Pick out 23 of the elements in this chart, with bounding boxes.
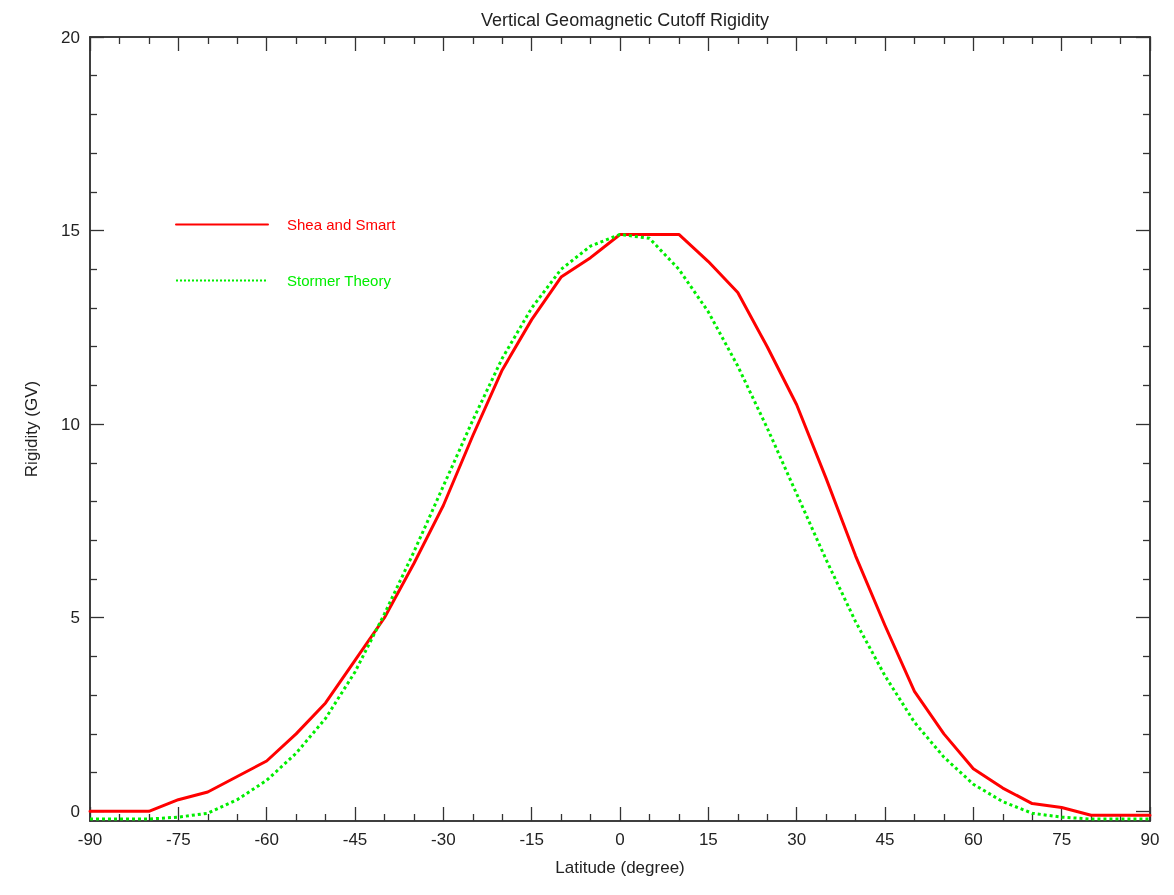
- chart-title: Vertical Geomagnetic Cutoff Rigidity: [481, 10, 769, 30]
- x-tick-label: -75: [166, 830, 191, 849]
- x-tick-label: 0: [615, 830, 625, 849]
- x-tick-label: 90: [1140, 830, 1160, 849]
- x-tick-label: 60: [963, 830, 983, 849]
- x-axis-title: Latitude (degree): [555, 858, 685, 877]
- y-axis-title: Rigidity (GV): [22, 380, 41, 478]
- y-tick-label: 5: [70, 608, 80, 628]
- x-tick-label: 30: [787, 830, 807, 849]
- x-tick-label: -45: [342, 830, 368, 849]
- x-tick-label: -90: [77, 830, 103, 849]
- y-tick-label: 0: [70, 801, 80, 821]
- text: Shea and Smart: [287, 216, 397, 233]
- x-tick-label: 75: [1052, 830, 1072, 849]
- x-tick-label: -15: [519, 830, 544, 849]
- x-tick-label: 15: [698, 830, 718, 849]
- x-tick-label: -30: [431, 830, 456, 849]
- y-tick-label: 15: [61, 221, 80, 241]
- y-tick-label: 10: [61, 414, 80, 434]
- text: Stormer Theory: [287, 272, 392, 289]
- x-tick-label: 45: [875, 830, 895, 849]
- x-tick-label: -60: [254, 830, 279, 849]
- y-tick-label: 20: [61, 27, 80, 47]
